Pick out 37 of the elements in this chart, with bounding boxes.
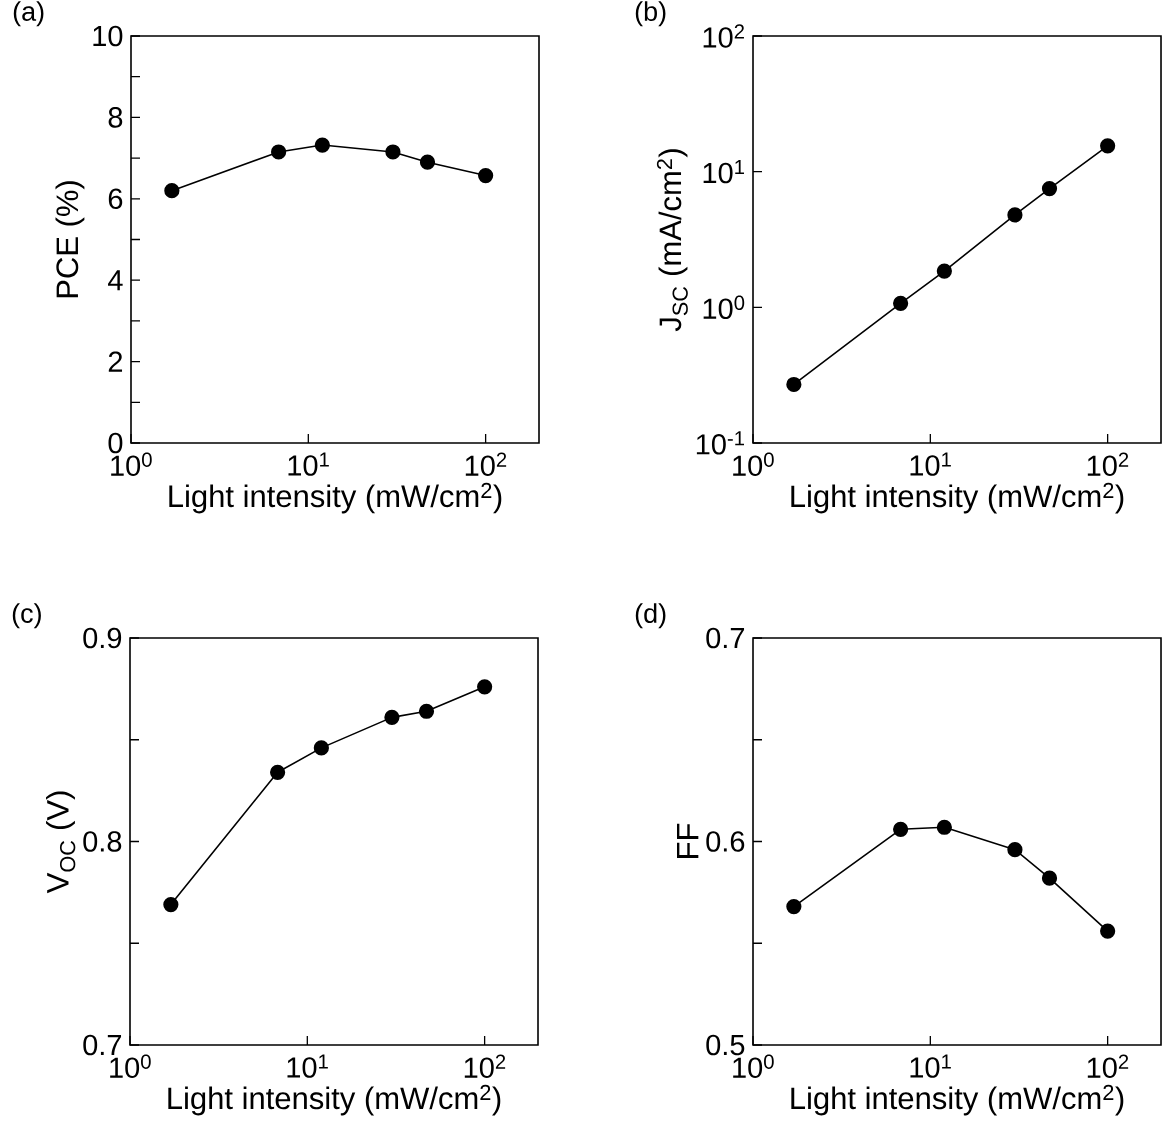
y-axis-title: FF bbox=[677, 823, 699, 858]
x-tick-label: 10$^{1}$ bbox=[288, 452, 329, 476]
chart-title: (c) bbox=[12, 603, 41, 629]
x-tick-label: 10$^{2}$ bbox=[1087, 452, 1129, 476]
y-tick-label: 0.7 bbox=[706, 627, 745, 649]
x-tick-label: 10$^{1}$ bbox=[910, 1054, 951, 1078]
chart-title: (d) bbox=[635, 603, 666, 629]
y-tick-label: 10$^{2}$ bbox=[703, 24, 744, 48]
y-tick-label: 8 bbox=[108, 107, 123, 128]
x-tick-label: 10$^{2}$ bbox=[1087, 1054, 1129, 1078]
x-axis-title: Light intensity (mW/cm$^{2}$) bbox=[791, 482, 1124, 514]
y-tick-label: 10$^{0}$ bbox=[703, 295, 745, 320]
x-tick-label: 10$^{2}$ bbox=[465, 452, 507, 476]
y-tick-label: 10$^{-1}$ bbox=[696, 431, 744, 455]
y-tick-label: 0.7 bbox=[83, 1034, 122, 1056]
y-axis-title: PCE (%) bbox=[55, 181, 85, 298]
x-tick-label: 10$^{0}$ bbox=[733, 452, 774, 476]
y-tick-label: 0.9 bbox=[83, 627, 122, 649]
y-tick-label: 10 bbox=[93, 25, 123, 47]
chart-title: (a) bbox=[13, 1, 44, 27]
y-tick-label: 0.6 bbox=[706, 831, 745, 852]
y-tick-label: 2 bbox=[108, 351, 123, 372]
y-axis-title: J$_{SC}$ (mA/cm$^{2}$) bbox=[656, 149, 688, 332]
x-axis-title: Light intensity (mW/cm$^{2}$) bbox=[169, 482, 502, 514]
y-tick-label: 0 bbox=[108, 432, 123, 454]
x-tick-label: 10$^{1}$ bbox=[910, 452, 951, 476]
x-tick-label: 10$^{1}$ bbox=[287, 1054, 328, 1078]
y-tick-label: 10$^{1}$ bbox=[703, 160, 744, 184]
x-tick-label: 10$^{2}$ bbox=[464, 1054, 506, 1078]
y-tick-label: 6 bbox=[108, 188, 123, 210]
chart-title: (b) bbox=[635, 1, 666, 27]
x-axis-title: Light intensity (mW/cm$^{2}$) bbox=[791, 1084, 1124, 1116]
y-tick-label: 0.8 bbox=[83, 831, 122, 852]
y-tick-label: 0.5 bbox=[706, 1034, 745, 1056]
y-tick-label: 4 bbox=[108, 270, 123, 291]
x-axis-title: Light intensity (mW/cm$^{2}$) bbox=[168, 1084, 501, 1116]
y-axis-title: V$_{OC}$ (V) bbox=[46, 791, 76, 894]
